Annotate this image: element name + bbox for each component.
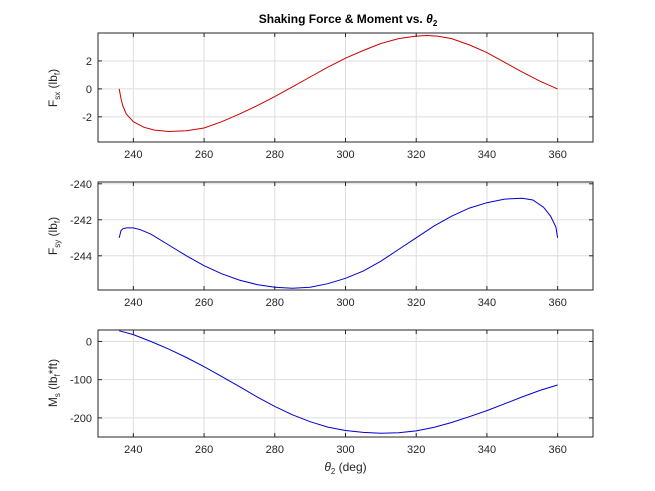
- x-tick-label: 300: [336, 297, 354, 309]
- y-axis-label: Fsx (lbf): [46, 69, 62, 107]
- x-tick-label: 360: [548, 149, 566, 161]
- y-tick-label: 0: [86, 336, 92, 348]
- series-line: [118, 197, 559, 289]
- y-axis-label: Fsy (lbf): [46, 217, 62, 255]
- x-tick-label: 360: [548, 444, 566, 456]
- y-tick-label: -240: [70, 179, 92, 191]
- x-tick-label: 340: [478, 149, 496, 161]
- x-tick-label: 320: [407, 444, 425, 456]
- x-tick-label: 360: [548, 297, 566, 309]
- x-tick-label: 300: [336, 444, 354, 456]
- y-tick-label: 0: [86, 84, 92, 96]
- y-tick-label: -200: [70, 413, 92, 425]
- x-tick-label: 320: [407, 297, 425, 309]
- y-tick-label: -242: [70, 215, 92, 227]
- y-tick-label: -244: [70, 251, 92, 263]
- x-axis-label: θ2 (deg): [324, 460, 366, 476]
- x-tick-label: 240: [124, 149, 142, 161]
- y-tick-label: 2: [86, 56, 92, 68]
- x-tick-label: 260: [195, 149, 213, 161]
- y-tick-label: -2: [82, 112, 92, 124]
- subplot-fsy: 240 260 280 300 320 340 360 -244 -242 -240 Fsy (lb…: [46, 179, 594, 309]
- series-line: [118, 34, 558, 133]
- x-tick-label: 320: [407, 149, 425, 161]
- x-tick-label: 340: [478, 444, 496, 456]
- subplot-ms: 240 260 280 300 320 340 360 -200 -100 0 Ms (lbf*ft…: [46, 329, 594, 476]
- y-axis-label: Ms (lbf*ft): [46, 359, 62, 407]
- x-tick-label: 280: [266, 149, 284, 161]
- x-tick-label: 300: [336, 149, 354, 161]
- x-tick-label: 260: [195, 297, 213, 309]
- subplot-fsx: 240 260 280 300 320 340 360 -2 0 2 Fsx (lbf): [46, 32, 594, 161]
- x-tick-label: 280: [266, 297, 284, 309]
- x-tick-label: 240: [124, 297, 142, 309]
- x-tick-label: 260: [195, 444, 213, 456]
- x-tick-label: 280: [266, 444, 284, 456]
- series-line: [119, 330, 558, 434]
- figure-title: Shaking Force & Moment vs. θ2: [259, 12, 438, 28]
- x-tick-label: 340: [478, 297, 496, 309]
- x-tick-label: 240: [124, 444, 142, 456]
- y-tick-label: -100: [70, 375, 92, 387]
